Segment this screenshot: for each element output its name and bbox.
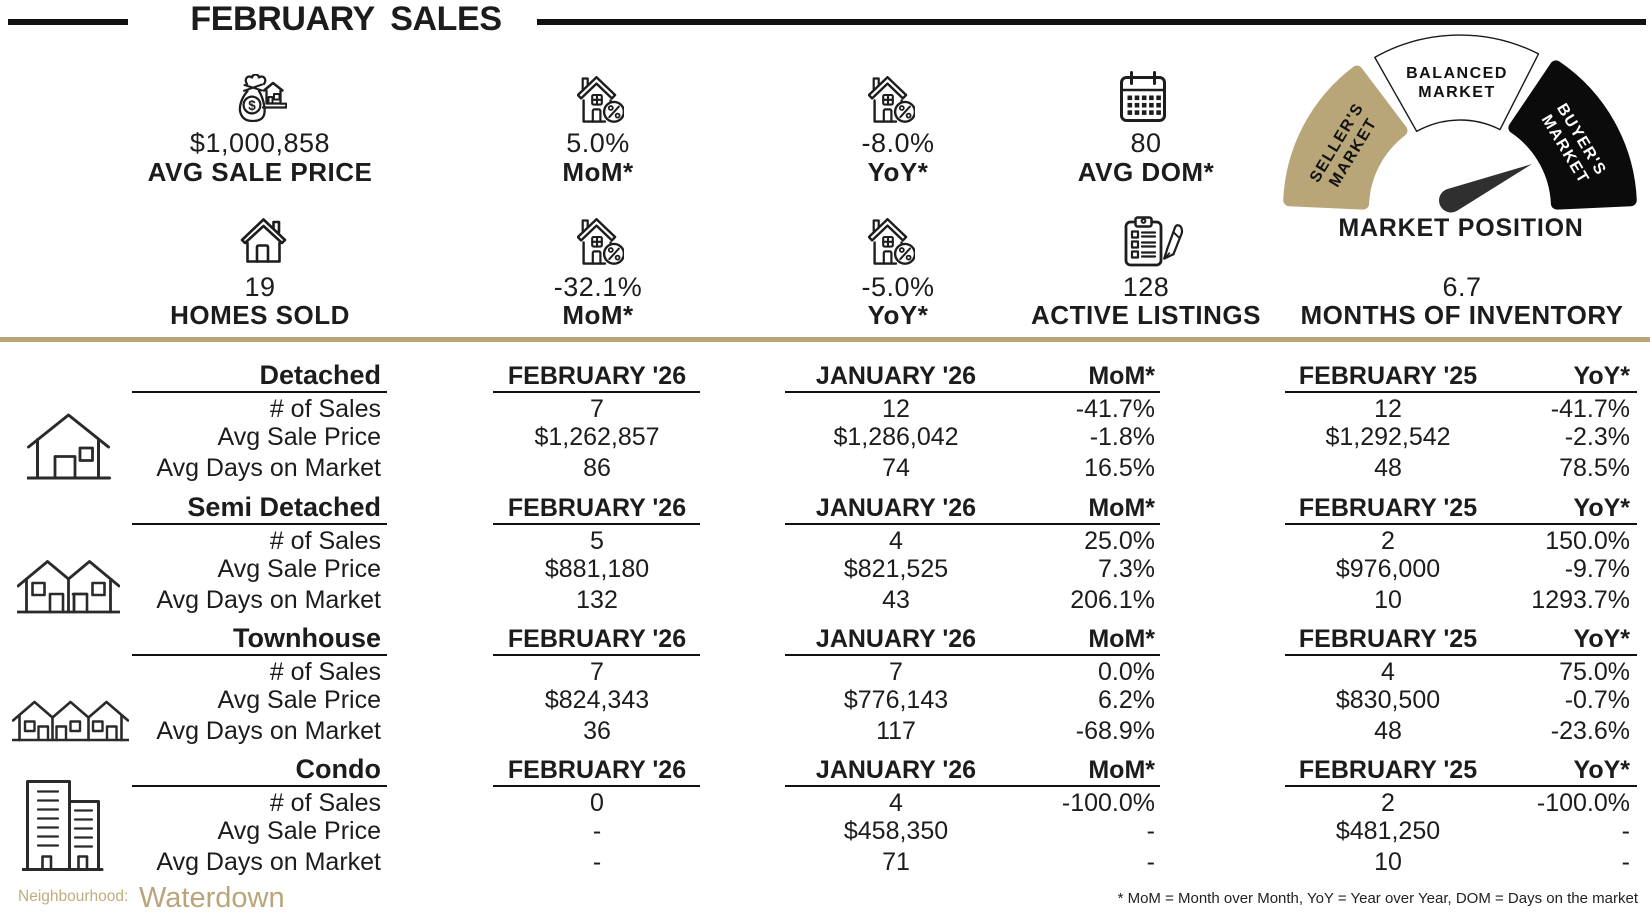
- svg-text:MARKET: MARKET: [1418, 84, 1495, 101]
- svg-text:$: $: [248, 98, 256, 113]
- svg-text:BALANCED: BALANCED: [1406, 65, 1508, 82]
